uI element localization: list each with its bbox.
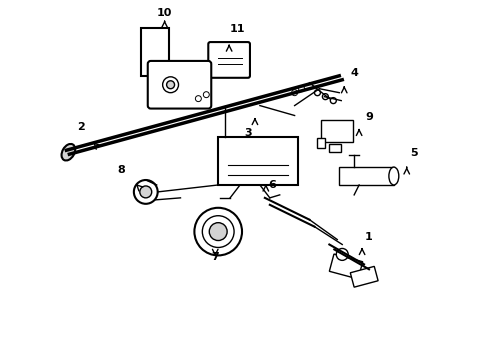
Circle shape	[292, 90, 297, 96]
Circle shape	[196, 96, 201, 102]
Circle shape	[315, 90, 320, 96]
Bar	[321, 121, 353, 142]
Circle shape	[203, 92, 209, 98]
Circle shape	[336, 248, 348, 260]
Bar	[329, 144, 341, 152]
Circle shape	[202, 216, 234, 247]
FancyBboxPatch shape	[148, 61, 211, 109]
Circle shape	[322, 94, 328, 100]
Text: 4: 4	[350, 68, 358, 78]
Bar	[329, 254, 363, 279]
Circle shape	[140, 186, 152, 198]
Circle shape	[195, 208, 242, 255]
Circle shape	[134, 180, 158, 204]
Text: 1: 1	[365, 231, 373, 242]
FancyBboxPatch shape	[208, 42, 250, 78]
Bar	[350, 266, 378, 287]
Ellipse shape	[62, 144, 75, 161]
FancyBboxPatch shape	[218, 137, 297, 185]
Text: 5: 5	[410, 148, 417, 158]
Text: 3: 3	[244, 128, 252, 138]
Text: 10: 10	[157, 8, 172, 18]
Circle shape	[330, 98, 336, 104]
Text: 2: 2	[77, 122, 85, 132]
Text: 7: 7	[211, 252, 219, 262]
Circle shape	[298, 86, 305, 92]
Circle shape	[167, 81, 174, 89]
Bar	[318, 138, 325, 148]
Circle shape	[209, 223, 227, 240]
Ellipse shape	[389, 167, 399, 185]
Text: 9: 9	[365, 112, 373, 122]
Text: 8: 8	[117, 165, 125, 175]
Bar	[141, 28, 169, 76]
Text: 11: 11	[229, 24, 245, 34]
Bar	[339, 167, 394, 185]
Text: 6: 6	[268, 180, 276, 190]
Circle shape	[163, 77, 178, 93]
